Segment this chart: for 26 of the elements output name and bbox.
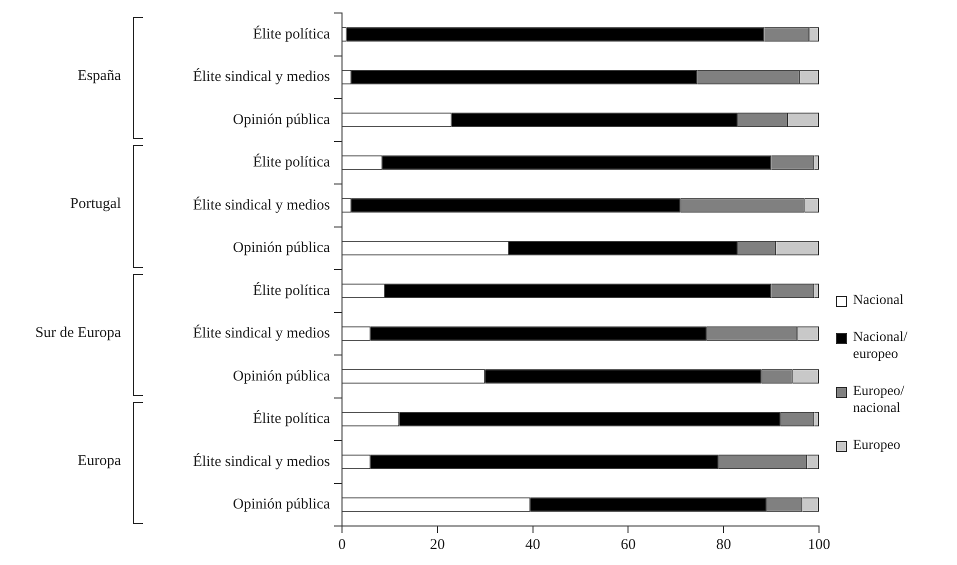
legend-label: Europeo xyxy=(853,437,902,454)
x-tick-label: 100 xyxy=(808,536,830,553)
text: Sur de Europa xyxy=(35,324,121,342)
y-tick-label: Élite sindical y medios xyxy=(192,68,330,86)
y-tick-label: Opinión pública xyxy=(232,368,330,384)
text: Portugal xyxy=(70,196,121,214)
y-tick-label: Élite política xyxy=(252,25,330,42)
y-tick-label: Élite política xyxy=(252,410,330,428)
legend-label: Europeo/ nacional xyxy=(853,383,906,417)
x-tick-label: 0 xyxy=(338,536,346,553)
legend-label: Nacional/ europeo xyxy=(853,329,908,363)
y-tick-label: Élite política xyxy=(252,154,330,171)
x-tick-label: 60 xyxy=(620,536,636,553)
text: Nacional xyxy=(853,292,905,309)
y-tick-label: Opinión pública xyxy=(232,112,330,128)
y-tick-label: Élite sindical y medios xyxy=(192,196,330,214)
x-tick-label: 20 xyxy=(430,536,445,553)
y-tick-label: Élite política xyxy=(252,282,330,299)
y-tick-label: Opinión pública xyxy=(232,240,330,256)
y-tick-label: Élite sindical y medios xyxy=(192,452,330,470)
x-tick-label: 80 xyxy=(716,536,732,553)
x-tick-label: 40 xyxy=(525,536,540,553)
text: Europa xyxy=(78,452,121,470)
text: España xyxy=(78,68,121,86)
y-tick-label: Opinión pública xyxy=(232,496,330,513)
y-tick-label: Élite sindical y medios xyxy=(192,324,330,342)
